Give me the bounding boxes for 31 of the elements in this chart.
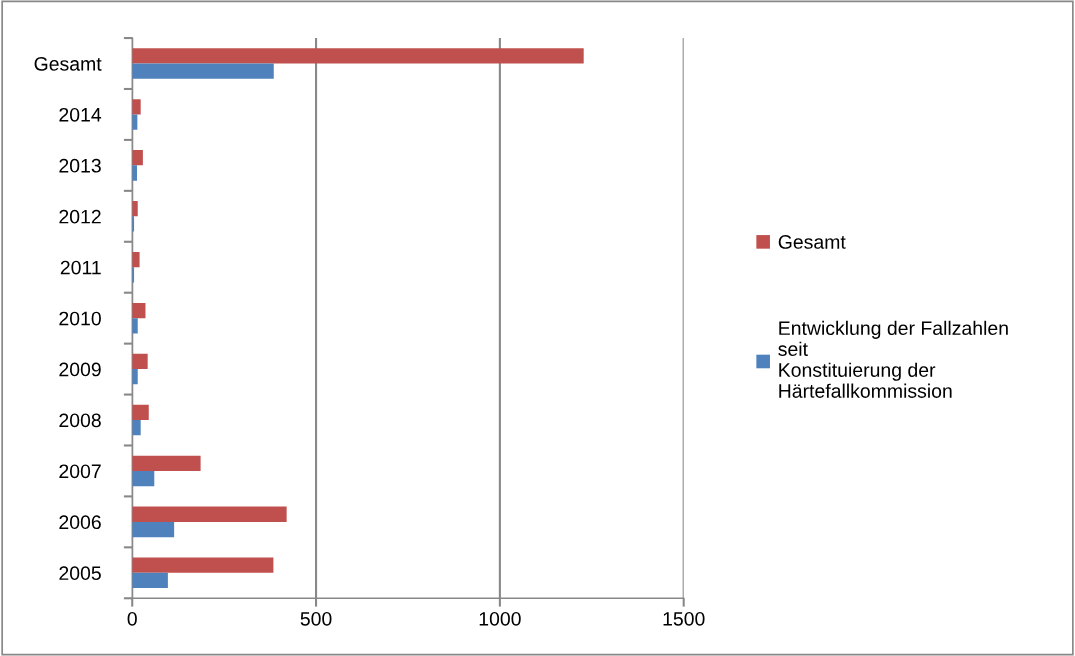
bar — [132, 404, 149, 421]
y-tick-label: 2008 — [59, 413, 101, 428]
y-tick-label: 2012 — [59, 209, 101, 224]
bar — [132, 251, 140, 268]
bar — [132, 63, 274, 79]
bar — [132, 48, 584, 64]
bar — [132, 557, 274, 573]
bar — [132, 99, 141, 115]
bar — [132, 521, 175, 538]
legend-label: Entwicklung der Fallzahlen seit Konstituierung der Härtefallkommission — [778, 320, 1008, 398]
bar — [132, 353, 148, 370]
y-tick-label: 2007 — [59, 464, 101, 479]
x-tick-label: 1000 — [479, 611, 521, 626]
bar — [132, 506, 287, 522]
y-tick-label: 2010 — [59, 311, 101, 326]
x-tick-label: 0 — [127, 611, 137, 626]
x-tick-label: 1500 — [663, 611, 705, 626]
bar — [132, 150, 143, 166]
y-tick-label: 2011 — [60, 260, 101, 275]
y-tick-label: 2013 — [59, 158, 101, 173]
legend-label: Gesamt — [778, 235, 846, 249]
y-tick-label: 2014 — [59, 107, 102, 122]
bar — [132, 420, 141, 436]
y-tick-label: 2009 — [59, 362, 101, 377]
y-tick-label: 2006 — [59, 515, 101, 530]
x-tick-label: 500 — [300, 611, 332, 626]
bar — [132, 455, 201, 471]
y-tick-label: 2005 — [59, 566, 101, 581]
bar — [132, 572, 168, 589]
y-tick-label: Gesamt — [34, 56, 102, 71]
bar — [132, 470, 155, 487]
